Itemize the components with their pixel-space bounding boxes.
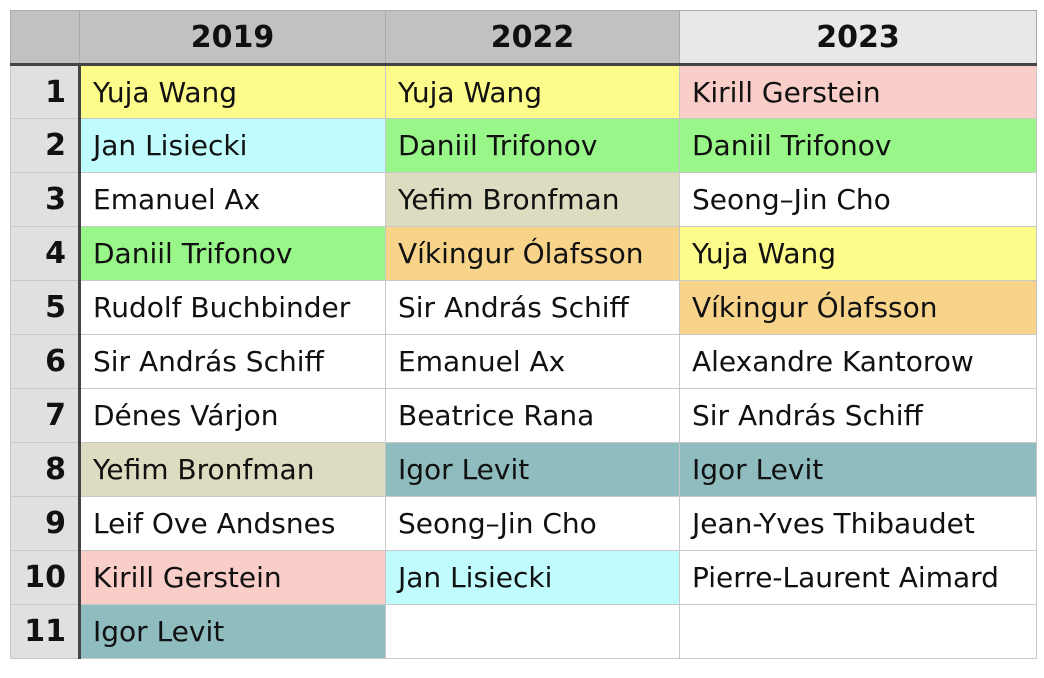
- table-cell[interactable]: Igor Levit: [679, 442, 1037, 497]
- row-header[interactable]: 10: [10, 550, 81, 605]
- table-cell[interactable]: Igor Levit: [385, 442, 680, 497]
- table-cell[interactable]: Alexandre Kantorow: [679, 334, 1037, 389]
- column-header-2022[interactable]: 2022: [385, 10, 680, 66]
- table-row: 8 Yefim Bronfman Igor Levit Igor Levit: [10, 442, 1037, 497]
- ranking-table: 2019 2022 2023 1 Yuja Wang Yuja Wang Kirill…: [10, 10, 1037, 659]
- row-header[interactable]: 6: [10, 334, 81, 389]
- row-header[interactable]: 1: [10, 64, 81, 119]
- table-cell[interactable]: Leif Ove Andsnes: [79, 496, 386, 551]
- table-cell[interactable]: Kirill Gerstein: [679, 64, 1037, 119]
- table-cell[interactable]: Beatrice Rana: [385, 388, 680, 443]
- table-cell[interactable]: [679, 604, 1037, 659]
- table-cell[interactable]: Sir András Schiff: [79, 334, 386, 389]
- table-row: 4 Daniil Trifonov Víkingur Ólafsson Yuja Wa…: [10, 226, 1037, 281]
- table-cell[interactable]: Seong–Jin Cho: [679, 172, 1037, 227]
- table-row: 2 Jan Lisiecki Daniil Trifonov Daniil Trifo…: [10, 118, 1037, 173]
- table-cell[interactable]: Jan Lisiecki: [385, 550, 680, 605]
- table-cell[interactable]: Jan Lisiecki: [79, 118, 386, 173]
- table-cell[interactable]: Daniil Trifonov: [79, 226, 386, 281]
- table-cell[interactable]: Yefim Bronfman: [79, 442, 386, 497]
- table-row: 7 Dénes Várjon Beatrice Rana Sir András Sch…: [10, 388, 1037, 443]
- table-cell[interactable]: [385, 604, 680, 659]
- table-cell[interactable]: Dénes Várjon: [79, 388, 386, 443]
- table-cell[interactable]: Igor Levit: [79, 604, 386, 659]
- table-cell[interactable]: Daniil Trifonov: [679, 118, 1037, 173]
- table-cell[interactable]: Rudolf Buchbinder: [79, 280, 386, 335]
- row-header[interactable]: 11: [10, 604, 81, 659]
- row-header[interactable]: 4: [10, 226, 81, 281]
- column-header-2019[interactable]: 2019: [79, 10, 386, 66]
- table-cell[interactable]: Sir András Schiff: [679, 388, 1037, 443]
- table-cell[interactable]: Víkingur Ólafsson: [679, 280, 1037, 335]
- table-cell[interactable]: Kirill Gerstein: [79, 550, 386, 605]
- column-header-2023[interactable]: 2023: [679, 10, 1037, 66]
- table-cell[interactable]: Seong–Jin Cho: [385, 496, 680, 551]
- table-row: 10 Kirill Gerstein Jan Lisiecki Pierre-Laur…: [10, 550, 1037, 605]
- table-cell[interactable]: Daniil Trifonov: [385, 118, 680, 173]
- table-cell[interactable]: Yuja Wang: [385, 64, 680, 119]
- table-cell[interactable]: Pierre-Laurent Aimard: [679, 550, 1037, 605]
- table-cell[interactable]: Emanuel Ax: [385, 334, 680, 389]
- table-row: 1 Yuja Wang Yuja Wang Kirill Gerstein: [10, 64, 1037, 119]
- row-header[interactable]: 7: [10, 388, 81, 443]
- table-row: 5 Rudolf Buchbinder Sir András Schiff Víkin…: [10, 280, 1037, 335]
- header-row: 2019 2022 2023: [10, 10, 1037, 66]
- table-cell[interactable]: Yefim Bronfman: [385, 172, 680, 227]
- table-row: 3 Emanuel Ax Yefim Bronfman Seong–Jin Cho: [10, 172, 1037, 227]
- row-header[interactable]: 5: [10, 280, 81, 335]
- table-row: 6 Sir András Schiff Emanuel Ax Alexandre Ka…: [10, 334, 1037, 389]
- table-cell[interactable]: Yuja Wang: [679, 226, 1037, 281]
- table-cell[interactable]: Jean-Yves Thibaudet: [679, 496, 1037, 551]
- row-header[interactable]: 9: [10, 496, 81, 551]
- table-row: 11 Igor Levit: [10, 604, 1037, 659]
- table-cell[interactable]: Emanuel Ax: [79, 172, 386, 227]
- row-header[interactable]: 2: [10, 118, 81, 173]
- table-row: 9 Leif Ove Andsnes Seong–Jin Cho Jean-Yves …: [10, 496, 1037, 551]
- corner-cell[interactable]: [10, 10, 80, 66]
- table-cell[interactable]: Yuja Wang: [79, 64, 386, 119]
- row-header[interactable]: 3: [10, 172, 81, 227]
- table-cell[interactable]: Víkingur Ólafsson: [385, 226, 680, 281]
- table-cell[interactable]: Sir András Schiff: [385, 280, 680, 335]
- row-header[interactable]: 8: [10, 442, 81, 497]
